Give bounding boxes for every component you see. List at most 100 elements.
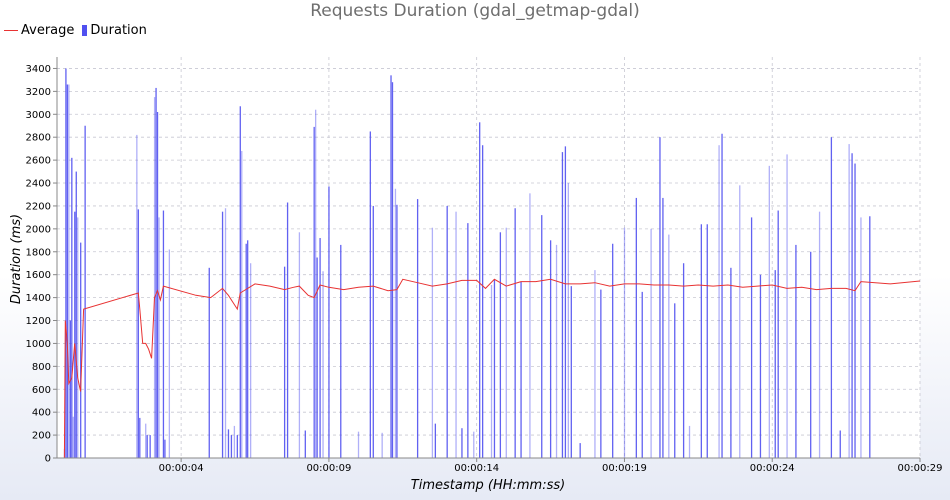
duration-bar	[357, 431, 360, 458]
x-tick-label: 00:00:09	[306, 463, 351, 474]
duration-bar	[688, 425, 691, 458]
duration-bar	[65, 68, 67, 458]
y-tick-label: 600	[32, 385, 51, 396]
duration-bar	[162, 210, 165, 458]
duration-bar	[541, 215, 543, 458]
duration-bar	[340, 244, 342, 458]
duration-bar	[662, 197, 664, 458]
duration-bar	[759, 274, 762, 458]
duration-bar	[137, 209, 139, 458]
duration-bar	[514, 208, 516, 458]
legend-label-average: Average	[21, 23, 75, 38]
duration-bar	[316, 257, 318, 458]
duration-bar	[718, 145, 720, 458]
duration-bar	[298, 232, 301, 458]
duration-bar	[561, 152, 564, 458]
y-tick-label: 800	[32, 362, 51, 373]
legend-line-swatch	[4, 30, 18, 31]
y-tick-label: 1200	[26, 316, 51, 327]
legend-item-duration: Duration	[82, 23, 147, 38]
duration-bar	[249, 263, 252, 458]
duration-bar	[224, 208, 227, 458]
duration-bar	[168, 249, 171, 458]
duration-bar	[768, 165, 770, 459]
y-tick-label: 400	[32, 408, 51, 419]
duration-bar	[164, 439, 166, 458]
plot-background	[57, 57, 920, 458]
duration-bar	[68, 84, 70, 459]
duration-bar	[153, 97, 156, 458]
duration-bar	[239, 106, 241, 458]
legend-item-average: Average	[4, 23, 74, 38]
x-tick-label: 00:00:14	[454, 463, 499, 474]
y-tick-label: 2600	[26, 156, 51, 167]
y-tick-label: 1800	[26, 247, 51, 258]
duration-bar	[659, 137, 661, 458]
y-tick-label: 2200	[26, 201, 51, 212]
duration-bar	[869, 216, 871, 458]
duration-bar	[555, 244, 558, 458]
duration-bar	[381, 432, 383, 458]
duration-bar	[777, 210, 779, 458]
duration-bar	[391, 82, 394, 458]
duration-bar	[505, 227, 507, 458]
duration-bar	[75, 171, 77, 459]
duration-bar	[635, 197, 637, 458]
duration-bar	[149, 435, 151, 458]
duration-bar	[499, 232, 502, 458]
duration-bar	[467, 223, 469, 458]
duration-bar	[233, 425, 236, 458]
legend-bar-swatch	[82, 25, 88, 36]
legend: Average Duration	[4, 23, 151, 38]
duration-bar	[567, 183, 569, 458]
duration-bar	[830, 137, 833, 458]
y-tick-label: 2800	[26, 133, 51, 144]
duration-bar	[328, 186, 330, 459]
duration-bar	[674, 303, 676, 458]
duration-bar	[319, 238, 321, 458]
duration-bar	[461, 428, 463, 458]
y-tick-label: 2000	[26, 224, 51, 235]
duration-bar	[839, 430, 841, 458]
duration-bar	[721, 133, 723, 458]
duration-bar	[434, 423, 437, 458]
average-line	[63, 278, 921, 459]
duration-bar	[579, 443, 581, 458]
duration-bar	[156, 111, 159, 458]
y-tick-label: 3400	[26, 64, 51, 75]
axis-layer: 0 200 400 600 800 1000 1200 1400 1600 1800 2000 220…	[26, 57, 942, 474]
duration-bar	[818, 211, 821, 458]
duration-bar	[245, 243, 247, 458]
duration-bar	[851, 153, 853, 459]
duration-bar	[594, 270, 596, 458]
y-tick-label: 3200	[26, 87, 51, 98]
chart-title: Requests Duration (gdal_getmap-gdal)	[310, 1, 640, 21]
duration-bar	[700, 224, 702, 458]
y-tick-label: 1600	[26, 270, 51, 281]
duration-bar	[641, 291, 643, 458]
duration-bar	[473, 431, 475, 458]
duration-bar	[564, 146, 567, 458]
duration-bar	[158, 217, 160, 458]
legend-label-duration: Duration	[90, 23, 147, 38]
duration-bar	[549, 240, 552, 458]
duration-bar	[72, 416, 74, 458]
y-tick-label: 2400	[26, 179, 51, 190]
duration-bar	[390, 75, 392, 459]
duration-bar	[786, 154, 788, 458]
duration-bar	[71, 157, 73, 458]
duration-bar	[668, 234, 670, 458]
duration-bar	[145, 423, 147, 458]
duration-bar	[313, 126, 315, 458]
duration-bar	[612, 243, 614, 458]
duration-bar	[247, 240, 249, 458]
grid-layer	[57, 57, 921, 459]
duration-bar	[739, 185, 741, 458]
duration-bar	[570, 286, 572, 458]
x-tick-label: 00:00:24	[750, 463, 795, 474]
x-tick-label: 00:00:19	[602, 463, 647, 474]
duration-bar	[481, 145, 484, 458]
duration-bar	[315, 109, 317, 459]
duration-bar	[520, 281, 522, 458]
duration-bar	[416, 199, 419, 458]
